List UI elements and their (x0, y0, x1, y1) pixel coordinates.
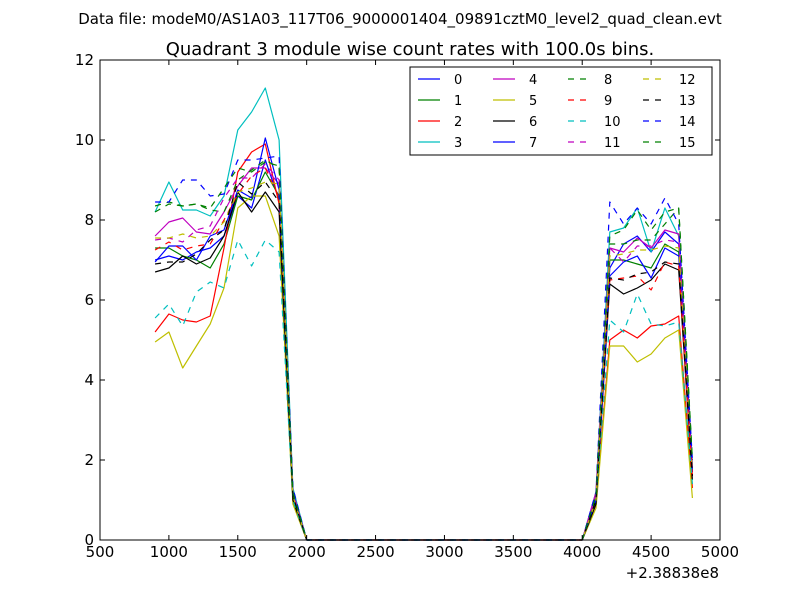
legend-label-4: 4 (529, 73, 537, 88)
legend-label-9: 9 (604, 94, 612, 109)
legend-label-5: 5 (529, 94, 537, 109)
y-tick-label: 2 (84, 451, 94, 469)
x-tick-label: 500 (86, 543, 115, 561)
legend-label-15: 15 (679, 136, 696, 151)
x-offset-label: +2.38838e8 (626, 564, 719, 582)
legend-label-0: 0 (454, 73, 462, 88)
series-line-15 (154, 161, 693, 541)
x-tick-label: 4000 (563, 543, 601, 561)
x-tick-label: 1000 (150, 543, 188, 561)
series-line-14 (155, 155, 693, 541)
axes-frame (99, 59, 721, 541)
legend-label-8: 8 (604, 73, 612, 88)
x-tick-label: 3000 (425, 543, 463, 561)
chart-title: Quadrant 3 module wise count rates with … (166, 39, 655, 60)
legend-label-1: 1 (454, 94, 462, 109)
axis-layer: 500 1000 1500 2000 2500 3000 3500 4000 4500 5000 0… (75, 51, 739, 561)
x-tick-label: 4500 (632, 543, 670, 561)
legend-label-12: 12 (679, 73, 696, 88)
y-tick-label: 4 (84, 371, 94, 389)
y-tick-label: 0 (84, 531, 94, 549)
x-tick-label: 2500 (356, 543, 394, 561)
x-tick-label: 2000 (288, 543, 326, 561)
y-tick-label: 12 (75, 51, 94, 69)
x-tick-label: 5000 (701, 543, 739, 561)
legend-label-2: 2 (454, 115, 462, 130)
x-tick-label: 1500 (219, 543, 257, 561)
y-tick-label: 10 (75, 131, 94, 149)
legend-label-11: 11 (604, 136, 621, 151)
figure-suptitle: Data file: modeM0/AS1A03_117T06_90000014… (78, 10, 722, 29)
y-tick-label: 6 (84, 291, 94, 309)
legend-label-3: 3 (454, 136, 462, 151)
legend-label-10: 10 (604, 115, 621, 130)
legend-label-7: 7 (529, 136, 537, 151)
legend-label-6: 6 (529, 115, 537, 130)
legend-label-13: 13 (679, 94, 696, 109)
legend-label-14: 14 (679, 115, 696, 130)
x-tick-label: 3500 (494, 543, 532, 561)
legend-box (409, 66, 713, 156)
y-tick-label: 8 (84, 211, 94, 229)
